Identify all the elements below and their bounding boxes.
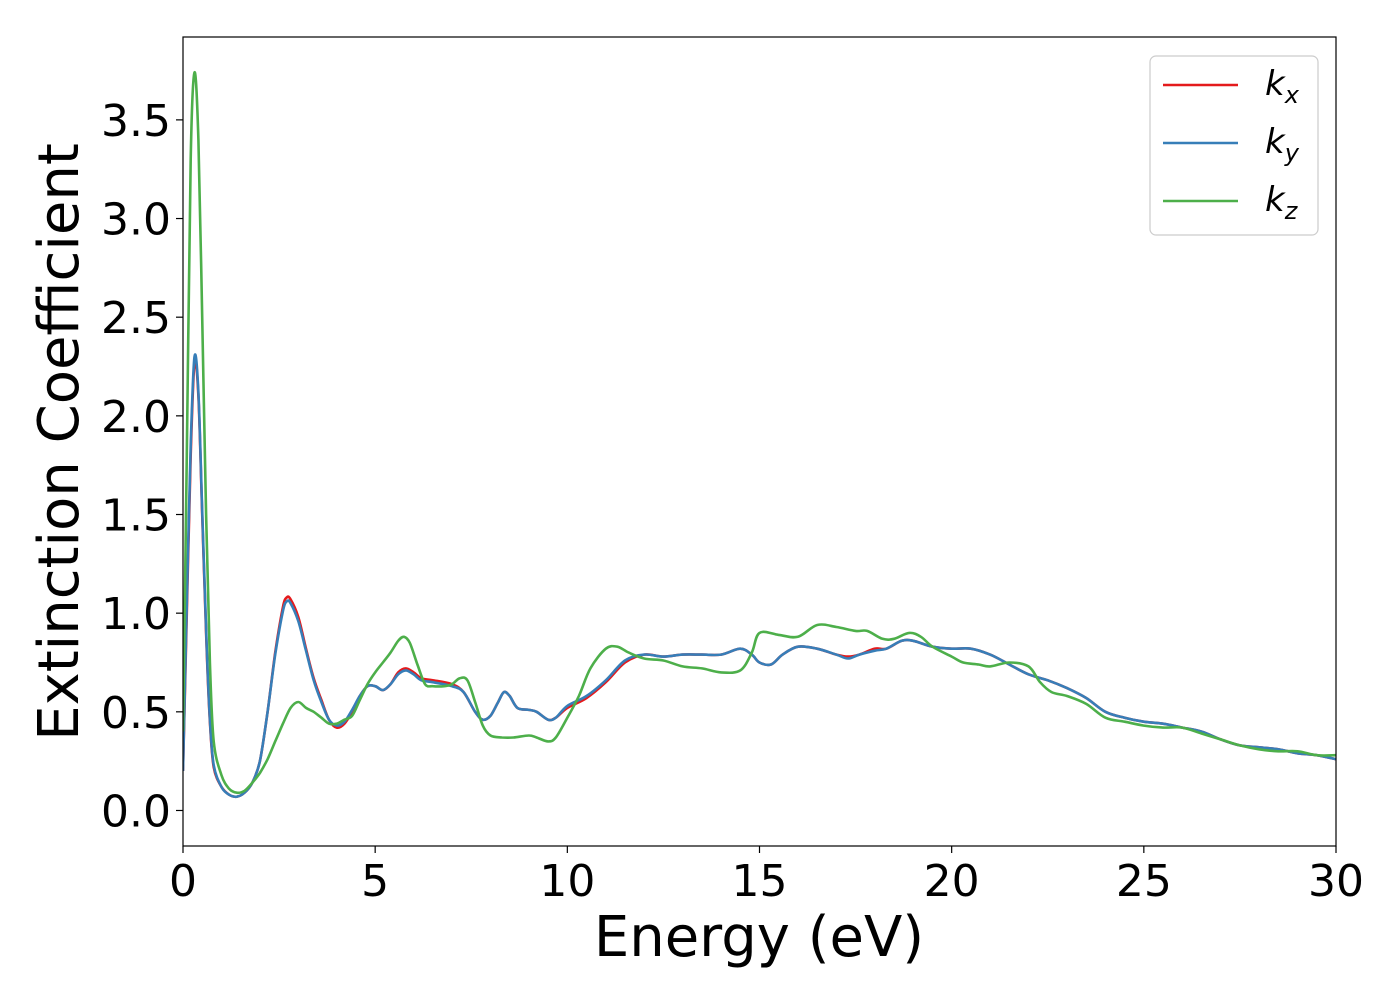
y-tick-label: 3.5 xyxy=(101,96,171,147)
y-tick-label: 3.0 xyxy=(101,195,171,246)
x-tick-label: 5 xyxy=(361,856,389,907)
y-tick-label: 1.5 xyxy=(101,491,171,542)
x-tick-label: 0 xyxy=(169,856,197,907)
y-axis-label: Extinction Coefficient xyxy=(27,143,92,741)
legend-label-kz: kz xyxy=(1265,180,1299,225)
x-tick-label: 20 xyxy=(924,856,980,907)
legend-box xyxy=(1149,55,1319,236)
series-line-kz xyxy=(183,71,1336,795)
y-tick-label: 2.5 xyxy=(101,293,171,344)
x-tick-label: 30 xyxy=(1308,856,1364,907)
y-tick-label: 1.0 xyxy=(101,589,171,640)
x-tick-label: 25 xyxy=(1116,856,1172,907)
legend-label-ky: ky xyxy=(1265,122,1300,167)
y-tick-label: 0.0 xyxy=(101,786,171,837)
series-line-kx xyxy=(183,358,1336,799)
y-axis: 0.0 0.5 1.0 1.5 2.0 2.5 3.0 3.5 xyxy=(101,96,183,837)
series-line-ky xyxy=(183,353,1336,799)
x-axis-label: Energy (eV) xyxy=(594,905,924,970)
legend-label-kx: kx xyxy=(1265,64,1300,109)
x-tick-label: 10 xyxy=(539,856,595,907)
x-tick-label: 15 xyxy=(732,856,788,907)
legend: kx ky kz xyxy=(1149,55,1319,236)
x-axis: 0 5 10 15 20 25 30 xyxy=(169,846,1364,907)
series-layer xyxy=(183,71,1336,799)
y-tick-label: 0.5 xyxy=(101,688,171,739)
y-tick-label: 2.0 xyxy=(101,392,171,443)
